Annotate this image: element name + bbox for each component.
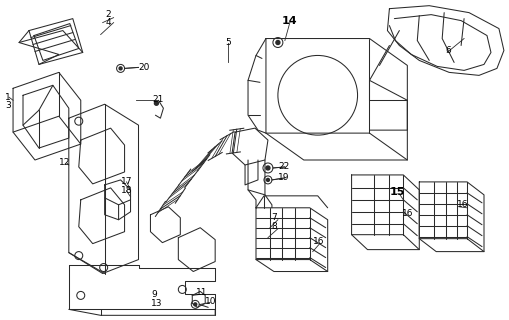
Text: 8: 8: [271, 222, 277, 231]
Text: 16: 16: [313, 237, 324, 246]
Text: 10: 10: [205, 297, 217, 306]
Text: 18: 18: [121, 186, 132, 196]
Text: 15: 15: [389, 187, 405, 197]
Circle shape: [266, 166, 270, 170]
Text: 4: 4: [106, 18, 111, 27]
Circle shape: [276, 41, 280, 44]
Circle shape: [266, 179, 269, 181]
Text: 21: 21: [152, 95, 164, 104]
Circle shape: [194, 303, 197, 306]
Text: 7: 7: [271, 213, 277, 222]
Circle shape: [154, 101, 158, 105]
Text: 2: 2: [106, 10, 111, 19]
Text: 3: 3: [5, 101, 11, 110]
Text: 11: 11: [196, 288, 208, 297]
Text: 6: 6: [445, 46, 451, 55]
Text: 12: 12: [59, 158, 70, 167]
Text: 20: 20: [138, 63, 150, 72]
Circle shape: [119, 67, 122, 70]
Text: 14: 14: [282, 16, 297, 26]
Text: 17: 17: [121, 177, 132, 187]
Text: 13: 13: [152, 299, 163, 308]
Text: 16: 16: [457, 200, 469, 209]
Text: 5: 5: [225, 38, 231, 47]
Text: 16: 16: [402, 209, 414, 218]
Text: 9: 9: [152, 290, 157, 299]
Text: 1: 1: [5, 93, 11, 102]
Text: 19: 19: [278, 173, 290, 182]
Text: 22: 22: [278, 163, 289, 172]
